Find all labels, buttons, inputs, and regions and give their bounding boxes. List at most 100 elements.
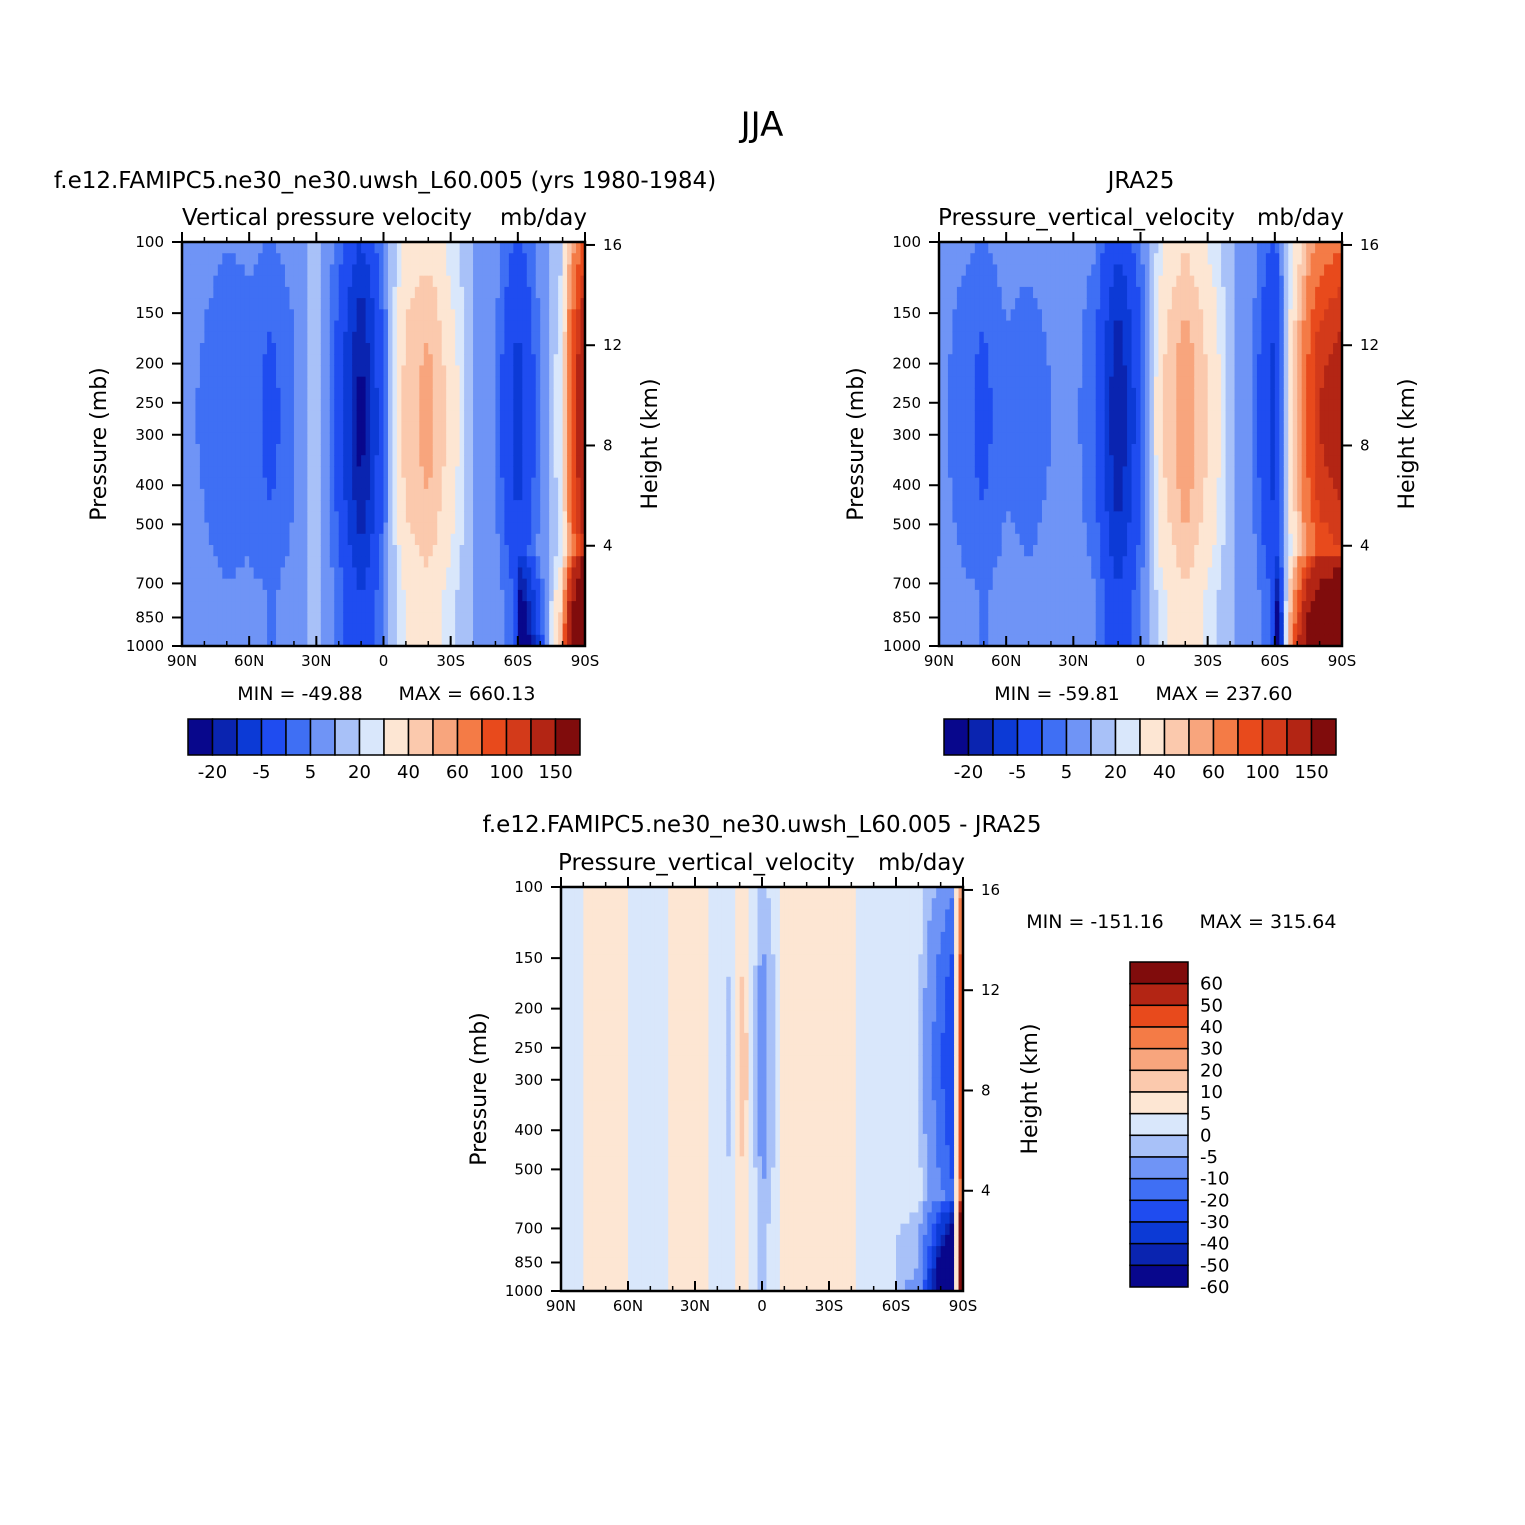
contour-cell (1136, 556, 1142, 569)
contour-cell (504, 253, 510, 266)
contour-cell (195, 545, 201, 557)
contour-cell (1109, 444, 1115, 456)
contour-cell (1095, 343, 1101, 355)
contour-cell (293, 275, 300, 288)
contour-cell (468, 511, 474, 524)
y-axis-label: Pressure (mb) (87, 367, 112, 521)
contour-cell (531, 567, 537, 580)
contour-cell (956, 253, 962, 266)
contour-cell (374, 522, 380, 535)
units-label: mb/day (500, 205, 587, 231)
contour-cell (226, 298, 232, 310)
contour-cell (1136, 399, 1142, 411)
contour-cell (190, 286, 197, 299)
contour-cell (1122, 589, 1128, 602)
contour-cell (195, 399, 201, 411)
contour-cell (1077, 623, 1083, 636)
contour-cell (473, 444, 479, 456)
contour-cell (253, 444, 259, 456)
contour-cell (540, 466, 546, 479)
contour-cell (1073, 331, 1079, 344)
contour-cell (370, 623, 376, 636)
contour-cell (1077, 253, 1083, 266)
contour-cell (405, 399, 411, 411)
contour-cell (240, 275, 246, 288)
contour-cell (952, 477, 958, 490)
contour-cell (392, 298, 398, 310)
contour-cell (558, 488, 564, 501)
contour-cell (374, 387, 380, 400)
contour-cell (432, 399, 438, 411)
contour-cell (970, 421, 976, 434)
contour-cell (432, 242, 438, 254)
contour-cell (473, 275, 479, 288)
contour-cell (392, 343, 398, 355)
contour-cell (410, 612, 416, 625)
contour-cell (504, 589, 510, 602)
contour-cell (190, 331, 197, 344)
contour-cell (204, 578, 210, 591)
contour-cell (477, 275, 483, 288)
contour-cell (289, 455, 295, 468)
contour-cell (311, 589, 317, 602)
contour-cell (490, 488, 497, 501)
contour-cell (1024, 376, 1030, 389)
contour-cell (307, 477, 313, 490)
contour-cell (379, 343, 385, 355)
contour-cell (495, 298, 501, 310)
contour-cell (293, 444, 300, 456)
contour-cell (414, 354, 420, 367)
contour-cell (267, 500, 273, 512)
contour-cell (311, 533, 317, 546)
contour-cell (1046, 612, 1052, 625)
contour-cell (1091, 634, 1097, 647)
contour-cell (455, 500, 461, 512)
contour-cell (1100, 387, 1106, 400)
contour-cell (271, 567, 277, 580)
contour-cell (540, 432, 546, 445)
contour-cell (1024, 545, 1030, 557)
contour-cell (195, 522, 201, 535)
contour-cell (1028, 331, 1034, 344)
contour-cell (307, 444, 313, 456)
contour-cell (289, 242, 295, 254)
contour-cell (204, 387, 210, 400)
contour-cell (1077, 331, 1083, 344)
contour-cell (997, 533, 1003, 546)
contour-cell (1136, 623, 1142, 636)
contour-cell (1100, 320, 1106, 333)
contour-cell (271, 387, 277, 400)
contour-cell (289, 432, 295, 445)
contour-cell (325, 432, 331, 445)
contour-cell (325, 242, 331, 254)
contour-cell (1073, 399, 1079, 411)
contour-cell (1077, 589, 1083, 602)
contour-cell (1050, 343, 1057, 355)
contour-cell (576, 365, 582, 378)
contour-cell (1050, 387, 1057, 400)
contour-cell (338, 331, 344, 344)
contour-cell (190, 522, 197, 535)
contour-cell (961, 522, 967, 535)
contour-cell (419, 634, 425, 647)
contour-cell (956, 522, 962, 535)
contour-cell (1127, 511, 1133, 524)
contour-cell (1028, 432, 1034, 445)
contour-cell (1041, 511, 1048, 524)
contour-cell (477, 410, 483, 423)
contour-cell (1077, 601, 1083, 613)
contour-cell (226, 589, 232, 602)
contour-cell (979, 500, 985, 512)
contour-cell (217, 589, 223, 602)
contour-cell (1082, 365, 1088, 378)
colorbar: -20 -5 5 20 40 60 100 150 (187, 718, 581, 783)
contour-cell (992, 421, 998, 434)
contour-cell (983, 545, 989, 557)
contour-cell (1006, 601, 1012, 613)
contour-cell (947, 298, 954, 310)
contour-cell (508, 589, 514, 602)
contour-cell (567, 567, 573, 580)
contour-cell (405, 578, 411, 591)
contour-cell (576, 488, 582, 501)
contour-cell (508, 500, 514, 512)
